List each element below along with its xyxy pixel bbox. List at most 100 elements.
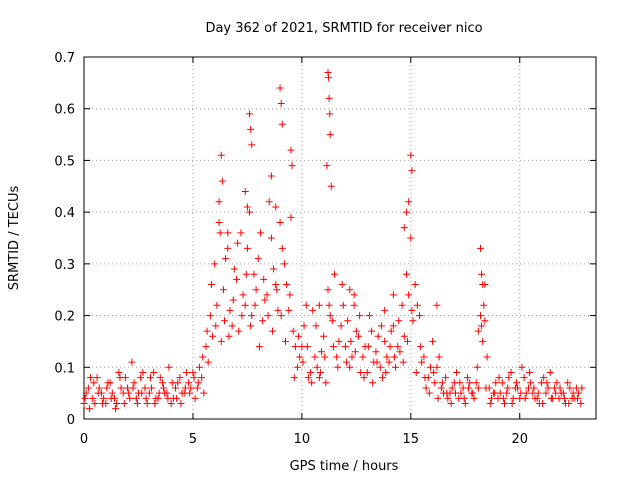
data-point [329, 343, 337, 351]
data-point [553, 379, 561, 387]
data-point [300, 322, 308, 330]
data-point [507, 368, 515, 376]
data-point [326, 131, 334, 139]
data-point [381, 337, 389, 345]
data-point [381, 306, 389, 314]
data-point [302, 301, 310, 309]
data-point [409, 317, 417, 325]
data-point [167, 399, 175, 407]
data-point [434, 394, 442, 402]
data-point [217, 337, 225, 345]
data-point [500, 399, 508, 407]
data-point [221, 317, 229, 325]
data-point [472, 379, 480, 387]
data-point [148, 384, 156, 392]
data-point [283, 281, 291, 289]
data-point [372, 348, 380, 356]
data-point [126, 394, 134, 402]
data-point [324, 286, 332, 294]
data-point [341, 343, 349, 351]
data-point [251, 301, 259, 309]
y-tick-label: 0.1 [54, 361, 75, 376]
data-point [259, 317, 267, 325]
data-point [376, 363, 384, 371]
data-point [255, 343, 263, 351]
data-point [204, 358, 212, 366]
data-point [295, 332, 303, 340]
data-point [363, 368, 371, 376]
data-point [90, 379, 98, 387]
data-point [350, 291, 358, 299]
data-point [474, 384, 482, 392]
data-point [521, 394, 529, 402]
data-point [443, 389, 451, 397]
data-point [421, 374, 429, 382]
data-point [356, 312, 364, 320]
data-point [273, 286, 281, 294]
data-point [560, 394, 568, 402]
data-point [254, 255, 262, 263]
data-point [346, 286, 354, 294]
data-point [359, 353, 367, 361]
data-point [412, 368, 420, 376]
data-point [425, 389, 433, 397]
data-point [87, 374, 95, 382]
data-point [247, 125, 255, 133]
data-point [429, 337, 437, 345]
data-point [492, 379, 500, 387]
data-point [107, 394, 115, 402]
data-point [112, 405, 120, 413]
data-point [520, 374, 528, 382]
data-point [91, 399, 99, 407]
data-point [479, 281, 487, 289]
data-point [172, 384, 180, 392]
data-point [288, 162, 296, 170]
data-point [213, 301, 221, 309]
data-point [241, 301, 249, 309]
data-point [442, 374, 450, 382]
data-point [260, 275, 268, 283]
data-point [113, 399, 121, 407]
data-point [286, 291, 294, 299]
data-point [453, 368, 461, 376]
data-point [267, 234, 275, 242]
data-point [477, 244, 485, 252]
data-point [141, 384, 149, 392]
data-point [326, 110, 334, 118]
data-point [142, 394, 150, 402]
data-point [451, 389, 459, 397]
data-point [426, 363, 434, 371]
data-point [103, 384, 111, 392]
data-point [444, 394, 452, 402]
data-point [483, 353, 491, 361]
data-point [229, 296, 237, 304]
data-point [277, 100, 285, 108]
data-point [207, 281, 215, 289]
data-point [408, 306, 416, 314]
data-point [514, 384, 522, 392]
data-point [331, 270, 339, 278]
data-point [238, 312, 246, 320]
data-point [294, 363, 302, 371]
data-point [326, 312, 334, 320]
data-point [212, 322, 220, 330]
data-point [539, 399, 547, 407]
data-point [160, 384, 168, 392]
x-tick-label: 5 [189, 432, 197, 447]
data-point [416, 312, 424, 320]
data-point [404, 337, 412, 345]
data-point [540, 374, 548, 382]
data-point [480, 301, 488, 309]
data-point [203, 327, 211, 335]
data-point [517, 389, 525, 397]
data-point [100, 394, 108, 402]
data-point [315, 374, 323, 382]
data-point [328, 317, 336, 325]
data-point [346, 363, 354, 371]
data-point [263, 291, 271, 299]
data-point [278, 120, 286, 128]
data-point [285, 306, 293, 314]
data-point [299, 358, 307, 366]
data-point [93, 374, 101, 382]
data-point [478, 322, 486, 330]
